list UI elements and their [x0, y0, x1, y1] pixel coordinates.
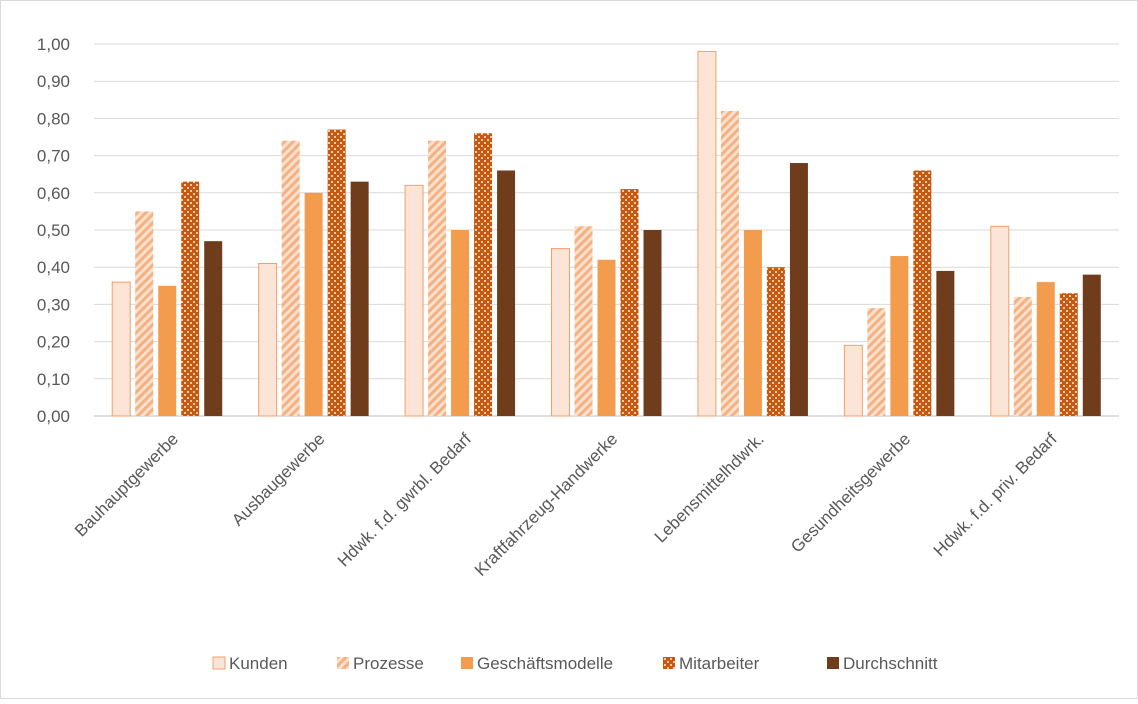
bar-durchschnitt [204, 241, 223, 416]
bar-geschäftsmodelle [1036, 282, 1055, 416]
y-tick-label: 0,30 [37, 295, 70, 314]
bar-prozesse [428, 140, 447, 416]
legend-label: Prozesse [353, 654, 424, 673]
legend-label: Mitarbeiter [679, 654, 760, 673]
bar-durchschnitt [643, 230, 662, 416]
legend-swatch [663, 657, 675, 669]
legend-label: Durchschnitt [843, 654, 938, 673]
bar-prozesse [1013, 296, 1032, 416]
bar-mitarbeiter [913, 170, 932, 416]
y-tick-label: 0,40 [37, 258, 70, 277]
bar-kunden [404, 184, 424, 417]
y-tick-label: 0,10 [37, 370, 70, 389]
bar-durchschnitt [936, 270, 955, 416]
legend-swatch [212, 656, 226, 670]
bar-mitarbeiter [766, 267, 785, 416]
bar-geschäftsmodelle [304, 192, 323, 416]
bar-kunden [258, 262, 278, 417]
bar-geschäftsmodelle [743, 230, 762, 416]
y-tick-label: 0,90 [37, 72, 70, 91]
y-tick-label: 0,70 [37, 147, 70, 166]
bar-mitarbeiter [181, 181, 200, 416]
bar-durchschnitt [1082, 274, 1101, 416]
bar-prozesse [574, 226, 593, 416]
bar-durchschnitt [789, 163, 808, 416]
y-axis-ticks: 0,00 0,10 0,20 0,30 0,40 0,50 0,60 0,70 0,80 0,90… [37, 35, 70, 426]
y-tick-label: 0,00 [37, 407, 70, 426]
legend: Kunden Prozesse Geschäftsmodelle Mitarbeite… [212, 654, 938, 673]
y-tick-label: 0,20 [37, 333, 70, 352]
bar-durchschnitt [350, 181, 369, 416]
y-tick-label: 1,00 [37, 35, 70, 54]
bar-prozesse [867, 308, 886, 416]
bar-prozesse [135, 211, 154, 416]
bar-geschäftsmodelle [890, 256, 909, 416]
legend-label: Geschäftsmodelle [477, 654, 613, 673]
legend-swatch [827, 657, 839, 669]
bar-prozesse [281, 140, 300, 416]
bar-kunden [111, 281, 131, 417]
y-tick-label: 0,60 [37, 184, 70, 203]
bar-prozesse [720, 110, 739, 417]
legend-label: Kunden [229, 654, 288, 673]
legend-swatch [461, 657, 473, 669]
bars [111, 50, 1101, 417]
bar-kunden [843, 344, 863, 417]
y-tick-label: 0,80 [37, 109, 70, 128]
y-tick-label: 0,50 [37, 221, 70, 240]
bar-mitarbeiter [327, 129, 346, 416]
bar-mitarbeiter [1059, 293, 1078, 416]
bar-kunden [990, 225, 1010, 417]
bar-kunden [697, 50, 717, 417]
bar-geschäftsmodelle [597, 259, 616, 416]
legend-swatch [337, 657, 349, 669]
bar-mitarbeiter [620, 189, 639, 416]
bar-geschäftsmodelle [158, 285, 177, 416]
bar-durchschnitt [497, 170, 516, 416]
bar-mitarbeiter [474, 133, 493, 416]
bar-geschäftsmodelle [451, 230, 470, 416]
bar-kunden [551, 248, 570, 417]
